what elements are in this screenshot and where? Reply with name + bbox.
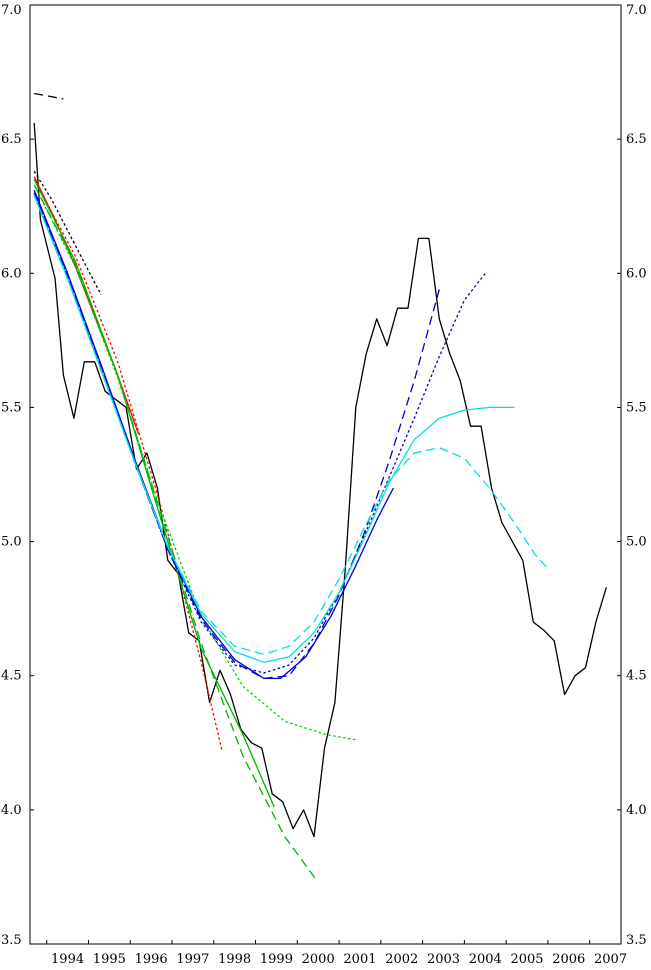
x-tick-label: 2002 <box>385 952 418 967</box>
series-group <box>33 92 608 880</box>
y-tick-label: 4.0 <box>1 803 22 818</box>
x-tick-label: 2004 <box>469 952 502 967</box>
y-tick-label: 5.5 <box>626 400 647 415</box>
y-tick-label: 6.5 <box>626 132 647 147</box>
series-line-11 <box>33 192 486 674</box>
x-axis: 1994 1995 1996 1997 1998 1999 2000 2001 2002 2003… <box>46 940 627 967</box>
y-tick-label: 5.5 <box>1 400 22 415</box>
series-line-10 <box>33 192 440 680</box>
series-line-8 <box>33 184 359 741</box>
series-line-7 <box>33 184 317 880</box>
x-tick-label: 1996 <box>135 952 168 967</box>
x-tick-label: 2006 <box>552 952 585 967</box>
y-tick-label: 4.5 <box>626 669 647 684</box>
series-line-6 <box>33 179 275 808</box>
y-tick-label: 7.0 <box>626 3 647 18</box>
y-tick-label: 7.0 <box>1 3 22 18</box>
y-tick-label: 6.5 <box>1 132 22 147</box>
y-tick-label: 3.5 <box>1 933 22 948</box>
x-tick-label: 2000 <box>302 952 335 967</box>
y-tick-label: 4.0 <box>626 803 647 818</box>
x-tick-label: 1995 <box>93 952 126 967</box>
y-axis-right: 3.5 4.0 4.5 5.0 5.5 6.0 6.5 7.0 <box>617 3 647 948</box>
x-tick-label: 2003 <box>427 952 460 967</box>
x-tick-label: 1994 <box>51 952 84 967</box>
x-tick-label: 2005 <box>510 952 543 967</box>
series-line-12 <box>33 195 515 663</box>
series-line-2 <box>34 92 64 100</box>
y-tick-label: 6.0 <box>626 266 647 281</box>
x-tick-label: 2007 <box>594 952 627 967</box>
series-line-13 <box>33 195 549 655</box>
y-tick-label: 3.5 <box>626 933 647 948</box>
x-tick-label: 1997 <box>176 952 209 967</box>
x-tick-label: 1998 <box>218 952 251 967</box>
x-tick-label: 1999 <box>260 952 293 967</box>
plot-frame <box>29 4 622 945</box>
y-tick-label: 5.0 <box>626 535 647 550</box>
y-tick-label: 4.5 <box>1 669 22 684</box>
y-axis-left: 3.5 4.0 4.5 5.0 5.5 6.0 6.5 7.0 <box>1 3 34 948</box>
y-tick-label: 5.0 <box>1 535 22 550</box>
series-line-1 <box>33 122 608 838</box>
series-line-3 <box>33 170 102 295</box>
y-tick-label: 6.0 <box>1 266 22 281</box>
series-line-9 <box>33 189 394 680</box>
x-tick-label: 2001 <box>343 952 376 967</box>
